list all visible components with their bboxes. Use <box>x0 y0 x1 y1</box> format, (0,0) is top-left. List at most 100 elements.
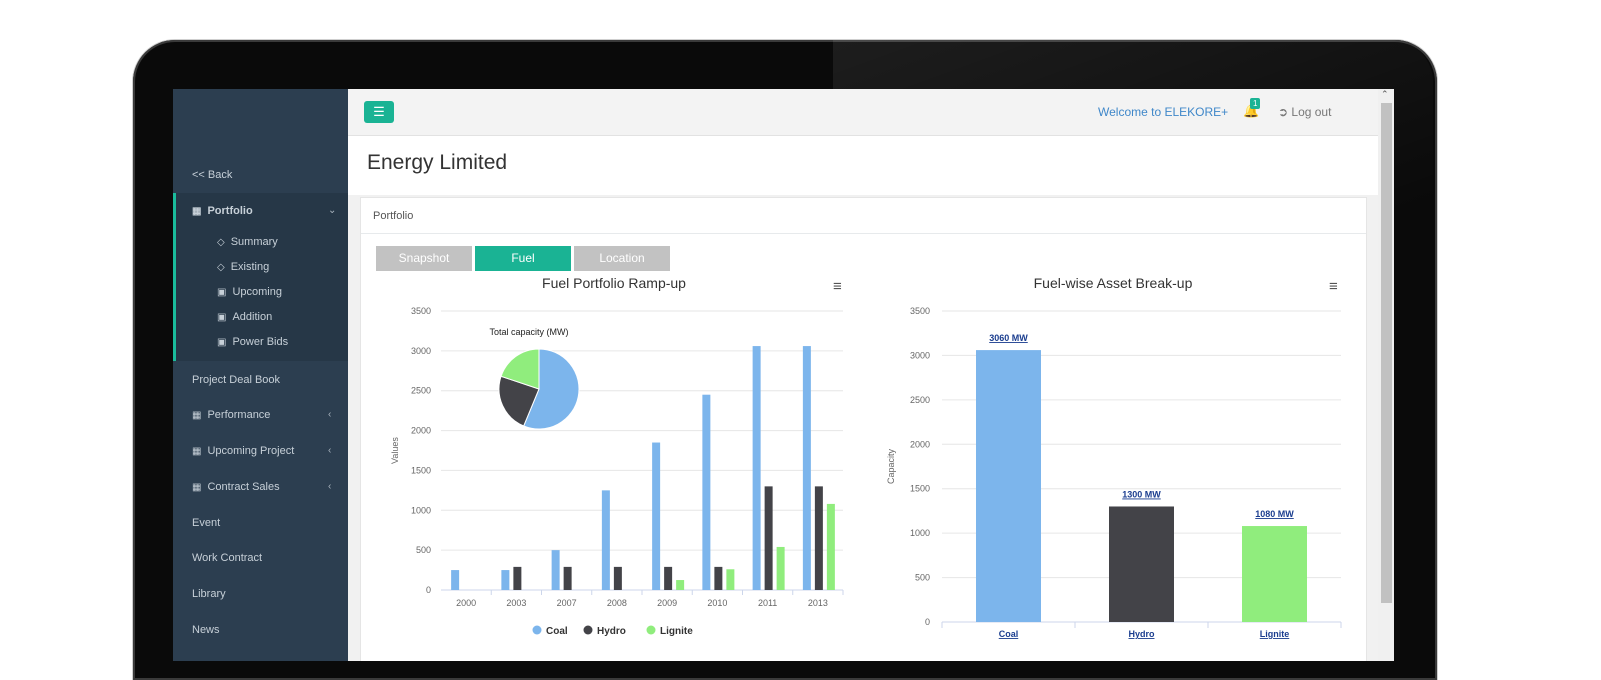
page-title: Energy Limited <box>367 151 508 174</box>
chevron-down-icon[interactable]: ⌄ <box>328 205 337 216</box>
sidebar: << Back ▦ Portfolio ⌄ ◇ Summary ◇ Existing … <box>173 89 348 661</box>
legend-label: Coal <box>546 626 568 637</box>
tab-snapshot[interactable]: Snapshot <box>376 246 472 271</box>
bar-coal <box>976 350 1041 622</box>
bar-coal <box>501 570 510 590</box>
x-tick-label: 2009 <box>657 598 677 608</box>
bar-hydro <box>563 566 572 590</box>
diamond-icon: ◇ <box>217 262 225 273</box>
y-tick-label: 0 <box>426 585 431 595</box>
panel-header: Portfolio <box>361 198 1366 234</box>
sidebar-item-library[interactable]: Library <box>192 588 226 600</box>
sidebar-item-label: Performance <box>207 409 271 421</box>
y-tick-label: 3500 <box>910 306 930 316</box>
sidebar-subitem-label: Upcoming <box>232 286 282 298</box>
chevron-left-icon[interactable]: ‹ <box>328 481 332 492</box>
bar-coal <box>652 442 661 590</box>
portfolio-section <box>173 193 348 361</box>
scrollbar[interactable]: ⌃ <box>1378 89 1394 661</box>
pie-slice-hydro <box>498 375 540 427</box>
sidebar-item-project-deal-book[interactable]: Project Deal Book <box>192 374 281 386</box>
x-tick-label: 2003 <box>506 598 526 608</box>
bar-coal <box>451 570 460 590</box>
bar-hydro <box>513 566 522 590</box>
book-icon: ▣ <box>217 287 227 298</box>
diamond-icon: ◇ <box>217 237 225 248</box>
bar-coal <box>551 550 560 590</box>
fuel-rampup-chart: Fuel Portfolio Ramp-up ≡ 0 500 1000 1500 2000 2… <box>390 275 844 637</box>
pie-slice-lignite <box>500 348 540 390</box>
data-label: 1080 MW <box>1255 509 1294 519</box>
sidebar-subitem-upcoming[interactable]: ▣ Upcoming <box>217 286 282 298</box>
back-link[interactable]: << Back <box>192 169 233 181</box>
data-label: 1300 MW <box>1122 489 1161 499</box>
legend-label: Lignite <box>660 626 693 637</box>
tab-fuel[interactable]: Fuel <box>475 246 571 271</box>
welcome-link[interactable]: Welcome to ELEKORE+ <box>1098 105 1229 119</box>
pie-slice-coal <box>523 348 580 430</box>
sidebar-item-label: Contract Sales <box>207 481 280 493</box>
sidebar-item-upcoming-project[interactable]: ▦ Upcoming Project <box>192 445 294 457</box>
y-axis-label: Capacity <box>886 448 896 484</box>
sidebar-subitem-existing[interactable]: ◇ Existing <box>217 261 269 273</box>
bar-hydro <box>714 566 723 590</box>
sidebar-subitem-addition[interactable]: ▣ Addition <box>217 311 272 323</box>
fuel-breakup-chart: Fuel-wise Asset Break-up ≡ 0 500 1000 1500 200… <box>886 275 1342 639</box>
bar-coal <box>601 490 610 590</box>
pie-title: Total capacity (MW) <box>489 327 568 337</box>
sidebar-item-work-contract[interactable]: Work Contract <box>192 552 263 564</box>
legend-marker <box>532 625 542 635</box>
y-tick-label: 2000 <box>411 426 431 436</box>
chart-title: Fuel Portfolio Ramp-up <box>542 275 686 291</box>
sidebar-item-label: Upcoming Project <box>207 445 295 457</box>
y-tick-label: 3000 <box>411 346 431 356</box>
portfolio-panel: Portfolio Snapshot Fuel Location Fuel Po… <box>360 197 1367 661</box>
x-tick-label: 2000 <box>456 598 476 608</box>
bar-coal <box>802 346 811 590</box>
bar-lignite <box>826 503 835 590</box>
panel-title: Portfolio <box>373 210 414 222</box>
sidebar-item-label: Portfolio <box>207 205 253 217</box>
y-tick-label: 2500 <box>411 386 431 396</box>
bar-lignite <box>776 546 785 590</box>
title-bar: Energy Limited <box>348 136 1378 195</box>
sidebar-subitem-summary[interactable]: ◇ Summary <box>217 236 278 248</box>
bar-coal <box>752 346 761 590</box>
sidebar-item-contract-sales[interactable]: ▦ Contract Sales <box>192 481 280 493</box>
tab-location[interactable]: Location <box>574 246 670 271</box>
y-tick-label: 500 <box>915 573 930 583</box>
book-icon: ▣ <box>217 312 227 323</box>
bar-hydro <box>814 486 823 590</box>
sidebar-item-news[interactable]: News <box>192 624 220 636</box>
logout-icon: ➲ <box>1278 105 1289 119</box>
chart-title: Fuel-wise Asset Break-up <box>1034 275 1193 291</box>
x-tick-label: Hydro <box>1128 629 1155 639</box>
menu-toggle-button[interactable]: ☰ <box>364 101 394 123</box>
notification-badge: 1 <box>1250 98 1261 109</box>
chevron-left-icon[interactable]: ‹ <box>328 409 332 420</box>
y-tick-label: 1500 <box>910 484 930 494</box>
chevron-left-icon[interactable]: ‹ <box>328 445 332 456</box>
grid-icon: ▦ <box>192 206 202 217</box>
y-tick-label: 2500 <box>910 395 930 405</box>
logout-link[interactable]: ➲ Log out <box>1278 105 1331 119</box>
bar-coal <box>702 394 711 590</box>
hamburger-icon: ☰ <box>373 104 385 119</box>
legend-marker <box>583 625 593 635</box>
sidebar-item-event[interactable]: Event <box>192 517 221 529</box>
chart-menu-icon: ≡ <box>1329 278 1338 295</box>
book-icon: ▣ <box>217 337 227 348</box>
bar-hydro <box>664 566 673 590</box>
bar-lignite <box>726 569 735 590</box>
x-tick-label: 2011 <box>758 598 777 608</box>
sidebar-subitem-power-bids[interactable]: ▣ Power Bids <box>217 336 288 348</box>
scroll-thumb[interactable] <box>1381 103 1392 603</box>
x-tick-label: 2013 <box>808 598 828 608</box>
y-tick-label: 1000 <box>910 528 930 538</box>
bar-hydro <box>764 486 773 590</box>
x-tick-label: 2007 <box>557 598 577 608</box>
sidebar-subitem-label: Existing <box>230 261 270 273</box>
sidebar-item-performance[interactable]: ▦ Performance <box>192 409 270 421</box>
sidebar-item-portfolio[interactable]: ▦ Portfolio <box>192 205 253 217</box>
scroll-up-icon[interactable]: ⌃ <box>1381 89 1389 99</box>
